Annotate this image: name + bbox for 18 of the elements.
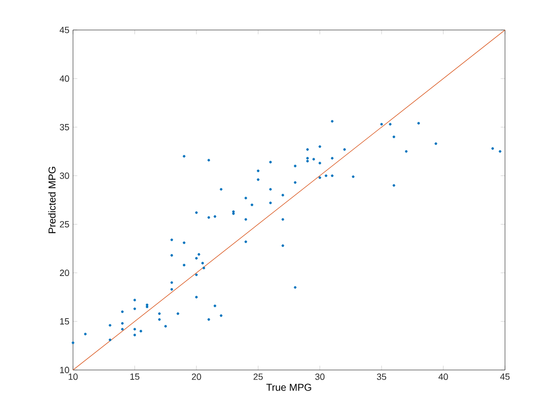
y-tick-label: 45 <box>60 26 70 34</box>
y-tick-label: 35 <box>60 124 70 130</box>
x-tick-label: 25 <box>254 374 263 380</box>
x-tick-label: 35 <box>376 374 386 380</box>
x-tick-label: 30 <box>315 374 325 380</box>
y-tick-label: 40 <box>60 75 70 82</box>
y-tick-label: 30 <box>60 172 70 179</box>
x-tick-label: 15 <box>130 374 140 380</box>
y-tick-label: 20 <box>60 270 70 276</box>
y-axis-title: Predicted MPG <box>48 166 56 234</box>
x-tick-label: 20 <box>192 374 202 380</box>
x-tick-label: 10 <box>68 374 78 380</box>
x-tick-label: 45 <box>500 374 510 380</box>
x-axis-title: True MPG <box>266 384 312 391</box>
y-tick-label: 25 <box>60 221 70 228</box>
y-tick-label: 15 <box>60 318 70 325</box>
y-tick-label: 10 <box>60 366 70 374</box>
x-tick-label: 40 <box>438 374 448 380</box>
